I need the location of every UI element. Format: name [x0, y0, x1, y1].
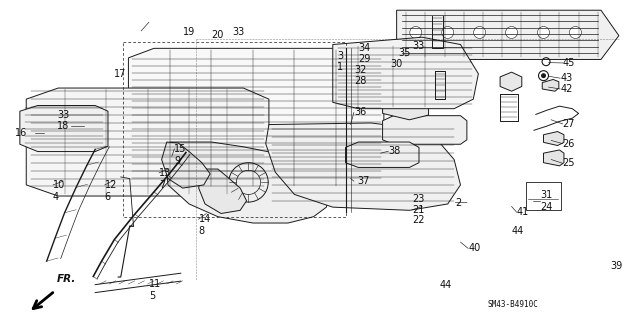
Text: 7: 7 [159, 180, 165, 190]
Polygon shape [543, 131, 564, 145]
Polygon shape [162, 142, 210, 188]
Text: FR.: FR. [56, 274, 76, 285]
Text: 44: 44 [440, 280, 452, 290]
Text: 30: 30 [390, 59, 403, 69]
Polygon shape [26, 88, 269, 196]
Text: 35: 35 [398, 48, 410, 58]
Text: 12: 12 [105, 180, 117, 190]
Text: 33: 33 [413, 41, 425, 51]
Text: 45: 45 [563, 58, 575, 68]
Text: 33: 33 [57, 110, 69, 120]
Text: 15: 15 [174, 144, 187, 154]
Text: 43: 43 [560, 73, 572, 83]
Text: 38: 38 [388, 146, 401, 156]
Text: 39: 39 [610, 261, 622, 271]
Text: 20: 20 [211, 30, 224, 40]
Text: 25: 25 [563, 158, 575, 168]
Text: 18: 18 [57, 121, 69, 131]
Text: 17: 17 [115, 69, 127, 79]
Polygon shape [20, 106, 108, 152]
Text: 23: 23 [413, 194, 425, 204]
Text: 4: 4 [53, 192, 59, 202]
Circle shape [570, 26, 581, 38]
Text: 31: 31 [540, 190, 552, 200]
Circle shape [474, 26, 486, 38]
Text: 34: 34 [358, 43, 371, 53]
Text: 40: 40 [468, 243, 481, 253]
Text: 1: 1 [337, 63, 344, 72]
Polygon shape [383, 87, 429, 120]
Text: 44: 44 [511, 226, 524, 236]
Text: 16: 16 [15, 129, 27, 138]
Text: 22: 22 [413, 215, 425, 226]
Polygon shape [500, 72, 522, 91]
Text: 42: 42 [560, 84, 573, 94]
Text: 11: 11 [149, 279, 161, 289]
Polygon shape [383, 116, 467, 144]
Circle shape [410, 26, 422, 38]
Polygon shape [542, 79, 559, 91]
Text: 41: 41 [516, 207, 529, 217]
Text: 10: 10 [53, 180, 65, 190]
Text: 9: 9 [174, 156, 180, 166]
Text: 32: 32 [354, 65, 366, 75]
Circle shape [506, 26, 518, 38]
Polygon shape [543, 150, 564, 166]
Text: 27: 27 [563, 119, 575, 129]
Circle shape [541, 73, 546, 78]
Text: 26: 26 [563, 139, 575, 149]
Polygon shape [333, 37, 478, 109]
Polygon shape [346, 142, 419, 167]
Text: 21: 21 [413, 205, 425, 215]
Text: 19: 19 [182, 27, 195, 37]
Text: SM43-B4910C: SM43-B4910C [488, 300, 538, 309]
Polygon shape [198, 169, 246, 213]
Text: 37: 37 [357, 176, 369, 186]
Circle shape [442, 26, 454, 38]
Circle shape [538, 26, 550, 38]
Polygon shape [166, 142, 330, 223]
Text: 13: 13 [159, 168, 172, 178]
Text: 33: 33 [232, 27, 244, 37]
Polygon shape [397, 10, 619, 59]
Polygon shape [129, 48, 384, 188]
Text: 2: 2 [456, 198, 461, 208]
Text: 24: 24 [540, 202, 553, 211]
Text: 6: 6 [105, 192, 111, 202]
Text: 36: 36 [354, 108, 366, 117]
Polygon shape [266, 123, 461, 210]
Text: 3: 3 [337, 51, 344, 61]
Text: 14: 14 [198, 214, 211, 224]
Text: 28: 28 [354, 76, 366, 86]
Text: 5: 5 [149, 291, 155, 301]
Text: 8: 8 [198, 226, 205, 236]
Text: 29: 29 [358, 54, 371, 64]
